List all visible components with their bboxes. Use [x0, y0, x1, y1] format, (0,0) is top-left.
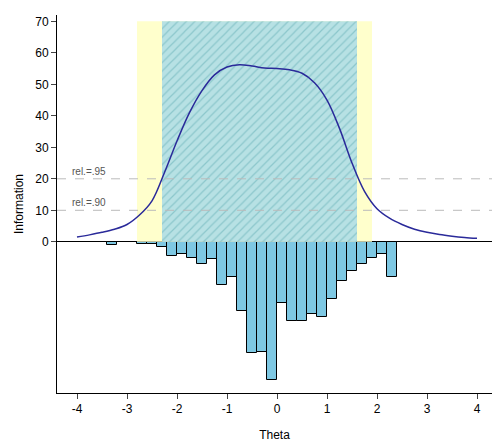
svg-text:2: 2 [374, 402, 381, 416]
svg-text:0: 0 [42, 235, 49, 249]
svg-text:4: 4 [474, 402, 481, 416]
svg-text:3: 3 [424, 402, 431, 416]
svg-text:-3: -3 [122, 402, 133, 416]
svg-text:0: 0 [274, 402, 281, 416]
svg-text:30: 30 [35, 141, 49, 155]
svg-text:60: 60 [35, 46, 49, 60]
svg-text:20: 20 [35, 172, 49, 186]
svg-text:50: 50 [35, 78, 49, 92]
svg-text:-2: -2 [172, 402, 183, 416]
svg-text:rel.=.90: rel.=.90 [72, 197, 106, 208]
svg-text:-1: -1 [222, 402, 233, 416]
svg-text:Theta: Theta [259, 428, 290, 442]
svg-text:Information: Information [12, 174, 26, 234]
svg-text:10: 10 [35, 204, 49, 218]
svg-text:40: 40 [35, 109, 49, 123]
svg-text:-4: -4 [72, 402, 83, 416]
svg-text:rel.=.95: rel.=.95 [72, 166, 106, 177]
svg-text:1: 1 [324, 402, 331, 416]
svg-text:70: 70 [35, 14, 49, 28]
